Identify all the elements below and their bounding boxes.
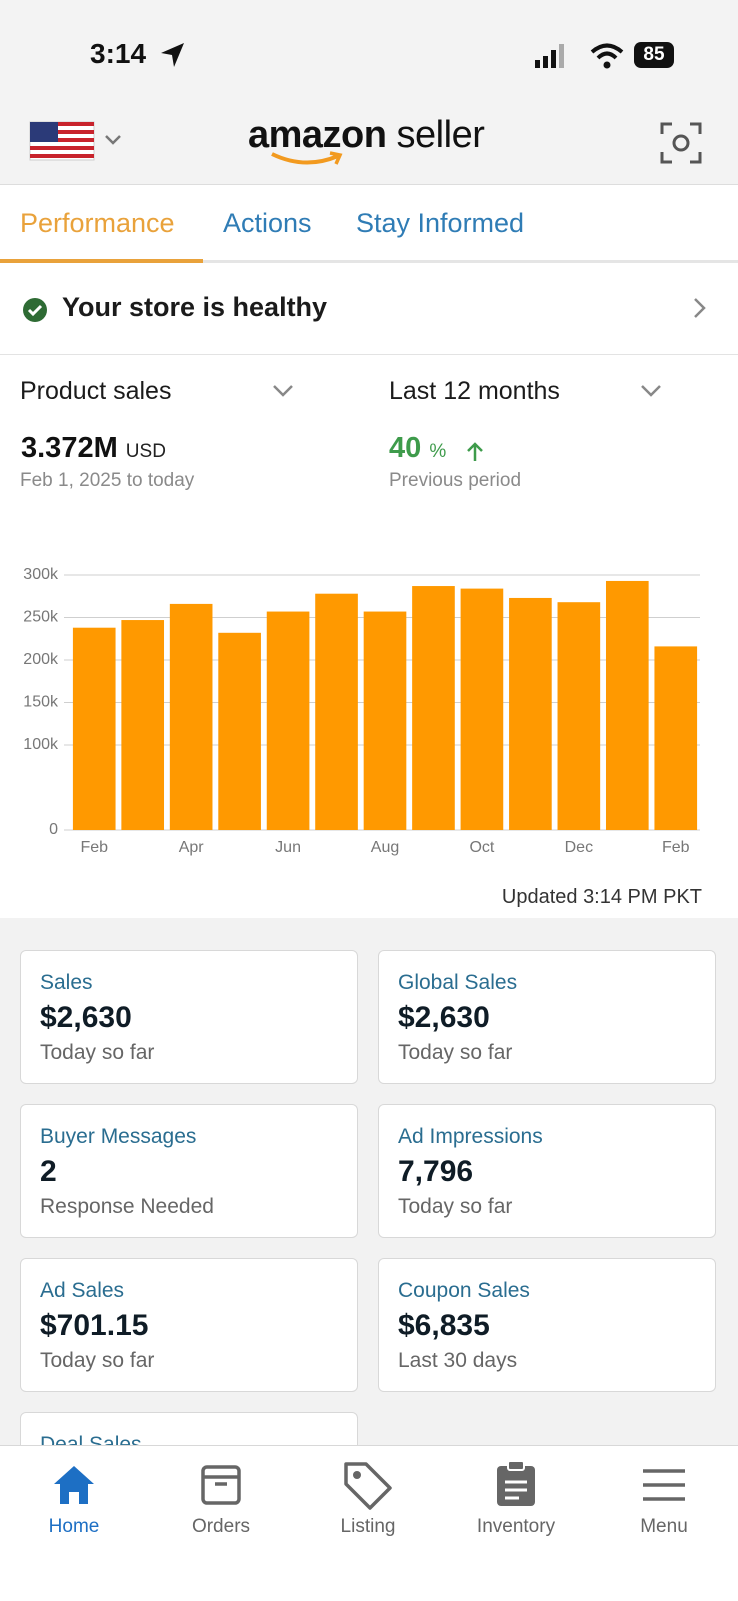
metric-selector[interactable]: Product sales [20, 377, 172, 405]
card-title: Coupon Sales [398, 1279, 530, 1302]
y-tick-label: 100k [23, 736, 59, 753]
change-unit: % [429, 441, 447, 462]
x-tick-label: Apr [179, 839, 205, 856]
x-tick-label: Oct [469, 839, 494, 856]
card-title: Ad Impressions [398, 1125, 543, 1148]
y-tick-label: 250k [23, 609, 59, 626]
y-tick-label: 200k [23, 651, 59, 668]
card-value: 7,796 [398, 1155, 474, 1188]
country-selector[interactable] [28, 120, 128, 162]
bar [363, 611, 407, 830]
x-tick-label: Feb [662, 839, 690, 856]
listing-icon [344, 1462, 392, 1510]
card[interactable]: Coupon Sales $6,835 Last 30 days [378, 1258, 716, 1392]
card-title: Buyer Messages [40, 1125, 197, 1148]
bar [121, 620, 165, 830]
top-bar: 3:14 85 amazon seller [0, 0, 738, 185]
chevron [273, 385, 293, 397]
card-title: Sales [40, 971, 93, 994]
change-note: Previous period [389, 470, 522, 491]
nav-item[interactable]: Listing [340, 1516, 396, 1537]
tab-indicator [0, 259, 203, 263]
currency: USD [125, 441, 166, 462]
home-icon [54, 1466, 94, 1504]
card[interactable]: Buyer Messages 2 Response Needed [20, 1104, 358, 1238]
bar [557, 602, 601, 830]
card-note: Today so far [40, 1041, 155, 1064]
card-value: $2,630 [40, 1001, 132, 1034]
bar [654, 646, 698, 830]
change: 40 % [389, 432, 446, 465]
tab[interactable]: Actions [223, 208, 312, 238]
health-status[interactable]: Your store is healthy [62, 292, 328, 322]
y-tick-label: 0 [49, 821, 58, 838]
card-title: Ad Sales [40, 1279, 125, 1302]
bar [218, 632, 261, 830]
chevron [641, 385, 661, 397]
x-tick-label: Jun [275, 839, 301, 856]
brand-suffix: seller [396, 114, 485, 156]
inventory-icon [497, 1460, 535, 1506]
total-sales: 3.372M USD [21, 432, 166, 465]
bar [169, 603, 213, 830]
date-range: Feb 1, 2025 to today [20, 470, 195, 491]
location-icon [161, 43, 184, 67]
nav-item[interactable]: Inventory [476, 1516, 556, 1537]
status-time: 3:14 [90, 38, 147, 69]
total-value: 3.372M [21, 432, 118, 464]
chevron [694, 298, 706, 318]
x-tick-label: Feb [80, 839, 108, 856]
bar [460, 588, 504, 830]
bar [605, 580, 649, 830]
card[interactable]: Sales $2,630 Today so far [20, 950, 358, 1084]
card-note: Last 30 days [398, 1349, 518, 1372]
card-value: $2,630 [398, 1001, 490, 1034]
nav-item[interactable]: Menu [640, 1516, 688, 1537]
y-tick-label: 150k [23, 694, 59, 711]
logo-smile [271, 151, 343, 165]
card-value: $701.15 [40, 1309, 149, 1342]
period-selector[interactable]: Last 12 months [389, 377, 560, 405]
card-title: Global Sales [398, 971, 518, 994]
scan-button[interactable] [660, 122, 702, 164]
bar [412, 586, 455, 830]
check-icon [23, 298, 47, 322]
card-note: Today so far [398, 1041, 513, 1064]
bar [315, 593, 358, 830]
bottom-nav: Home Orders Listing Inventory Menu [0, 1445, 738, 1601]
card[interactable]: Ad Impressions 7,796 Today so far [378, 1104, 716, 1238]
divider [0, 354, 738, 355]
updated-time: Updated 3:14 PM PKT [501, 886, 702, 908]
x-tick-label: Aug [371, 839, 399, 856]
brand-name: amazon [248, 114, 387, 156]
card[interactable]: Ad Sales $701.15 Today so far [20, 1258, 358, 1392]
card-value: $6,835 [398, 1309, 490, 1342]
bar [266, 611, 310, 830]
card-note: Today so far [398, 1195, 513, 1218]
x-tick-label: Dec [565, 839, 593, 856]
card-value: 2 [40, 1155, 57, 1188]
brand-logo: amazon seller [248, 114, 485, 157]
change-value: 40 [389, 432, 422, 464]
nav-item[interactable]: Orders [191, 1516, 251, 1537]
battery: 85 [634, 42, 674, 68]
card-note: Response Needed [40, 1195, 214, 1218]
tab[interactable]: Stay Informed [356, 208, 525, 238]
orders-icon [201, 1465, 241, 1505]
wifi-icon [590, 43, 624, 69]
sales-chart: 0 100k 150k 200k 250k 300k Feb Apr Jun Aug Oct Dec F… [23, 566, 700, 856]
y-tick-label: 300k [23, 566, 59, 583]
nav-item[interactable]: Home [48, 1516, 100, 1537]
bar [72, 627, 116, 830]
card[interactable]: Global Sales $2,630 Today so far [378, 950, 716, 1084]
bar [509, 597, 552, 830]
up-arrow [467, 442, 483, 461]
tab[interactable]: Performance [20, 208, 175, 238]
card-note: Today so far [40, 1349, 155, 1372]
tab-track [0, 260, 738, 263]
signal-icon [535, 44, 564, 68]
menu-icon [643, 1469, 685, 1501]
